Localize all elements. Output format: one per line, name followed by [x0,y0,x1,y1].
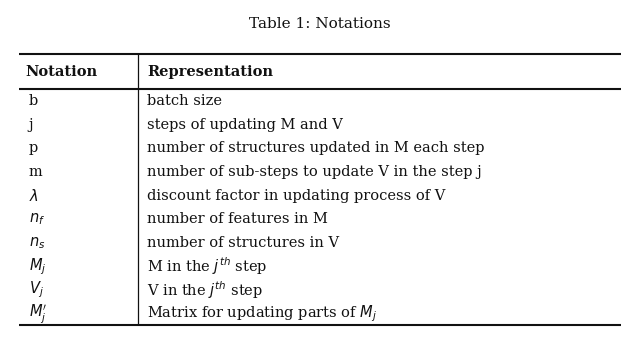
Text: V in the $j^{th}$ step: V in the $j^{th}$ step [147,279,263,301]
Text: number of structures updated in M each step: number of structures updated in M each s… [147,141,484,156]
Text: Representation: Representation [147,65,273,79]
Text: m: m [29,165,42,179]
Text: steps of updating M and V: steps of updating M and V [147,118,343,132]
Text: Notation: Notation [26,65,98,79]
Text: batch size: batch size [147,94,222,108]
Text: j: j [29,118,33,132]
Text: $M_j$: $M_j$ [29,256,46,277]
Text: number of sub-steps to update V in the step j: number of sub-steps to update V in the s… [147,165,482,179]
Text: p: p [29,141,38,156]
Text: $\lambda$: $\lambda$ [29,188,38,204]
Text: number of features in M: number of features in M [147,212,328,226]
Text: Matrix for updating parts of $M_j$: Matrix for updating parts of $M_j$ [147,303,378,324]
Text: number of structures in V: number of structures in V [147,236,339,250]
Text: $V_j$: $V_j$ [29,280,44,300]
Text: M in the $j^{th}$ step: M in the $j^{th}$ step [147,256,268,277]
Text: b: b [29,94,38,108]
Text: $M_j'$: $M_j'$ [29,302,47,325]
Text: $n_f$: $n_f$ [29,212,45,227]
Text: Table 1: Notations: Table 1: Notations [249,17,391,31]
Text: $n_s$: $n_s$ [29,235,45,251]
Text: discount factor in updating process of V: discount factor in updating process of V [147,189,445,203]
